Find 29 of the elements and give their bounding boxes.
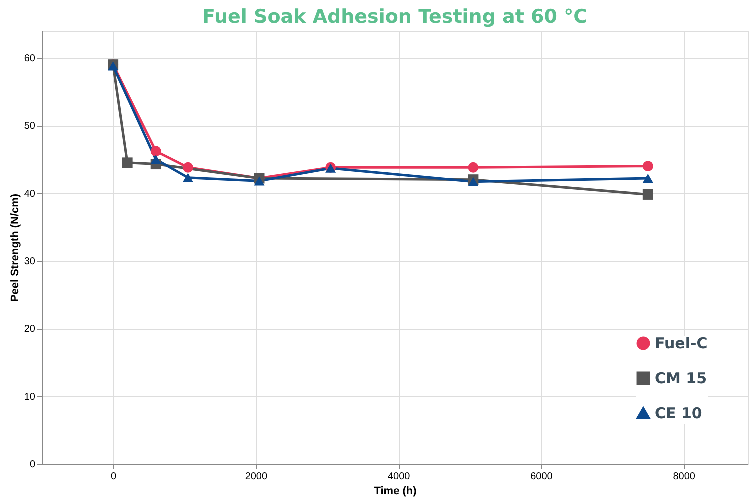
x-tick-label: 2000 (245, 472, 268, 482)
point (182, 173, 194, 182)
point (468, 162, 479, 173)
y-tick-label: 0 (30, 460, 36, 470)
y-tick-label: 30 (24, 256, 36, 268)
point (182, 162, 194, 173)
x-axis-title: Time (h) (374, 486, 418, 498)
y-tick-label: 10 (24, 392, 36, 403)
x-tick-label: 0 (111, 472, 118, 482)
x-tick-label: 6000 (530, 472, 554, 482)
point (468, 177, 479, 186)
y-axis-title: Peel Strength (N/cm) (9, 194, 22, 302)
legend-label: Fuel-C (655, 334, 708, 352)
x-tick-label: 8000 (673, 472, 696, 482)
point (150, 146, 162, 157)
y-tick-label: 60 (24, 54, 36, 65)
point (642, 189, 654, 200)
chart-title: Fuel Soak Adhesion Testing at 60 °C (202, 6, 588, 28)
point (254, 176, 265, 186)
point (642, 174, 654, 184)
x-tick-label: 4000 (388, 472, 411, 482)
legend-label: CM 15 (655, 370, 708, 388)
legend-label: CE 10 (655, 404, 702, 422)
y-tick-label: 40 (24, 188, 36, 200)
point (150, 155, 162, 164)
y-tick-label: 20 (24, 324, 36, 336)
point (122, 158, 133, 168)
y-tick-label: 50 (24, 121, 36, 132)
point (642, 161, 654, 172)
